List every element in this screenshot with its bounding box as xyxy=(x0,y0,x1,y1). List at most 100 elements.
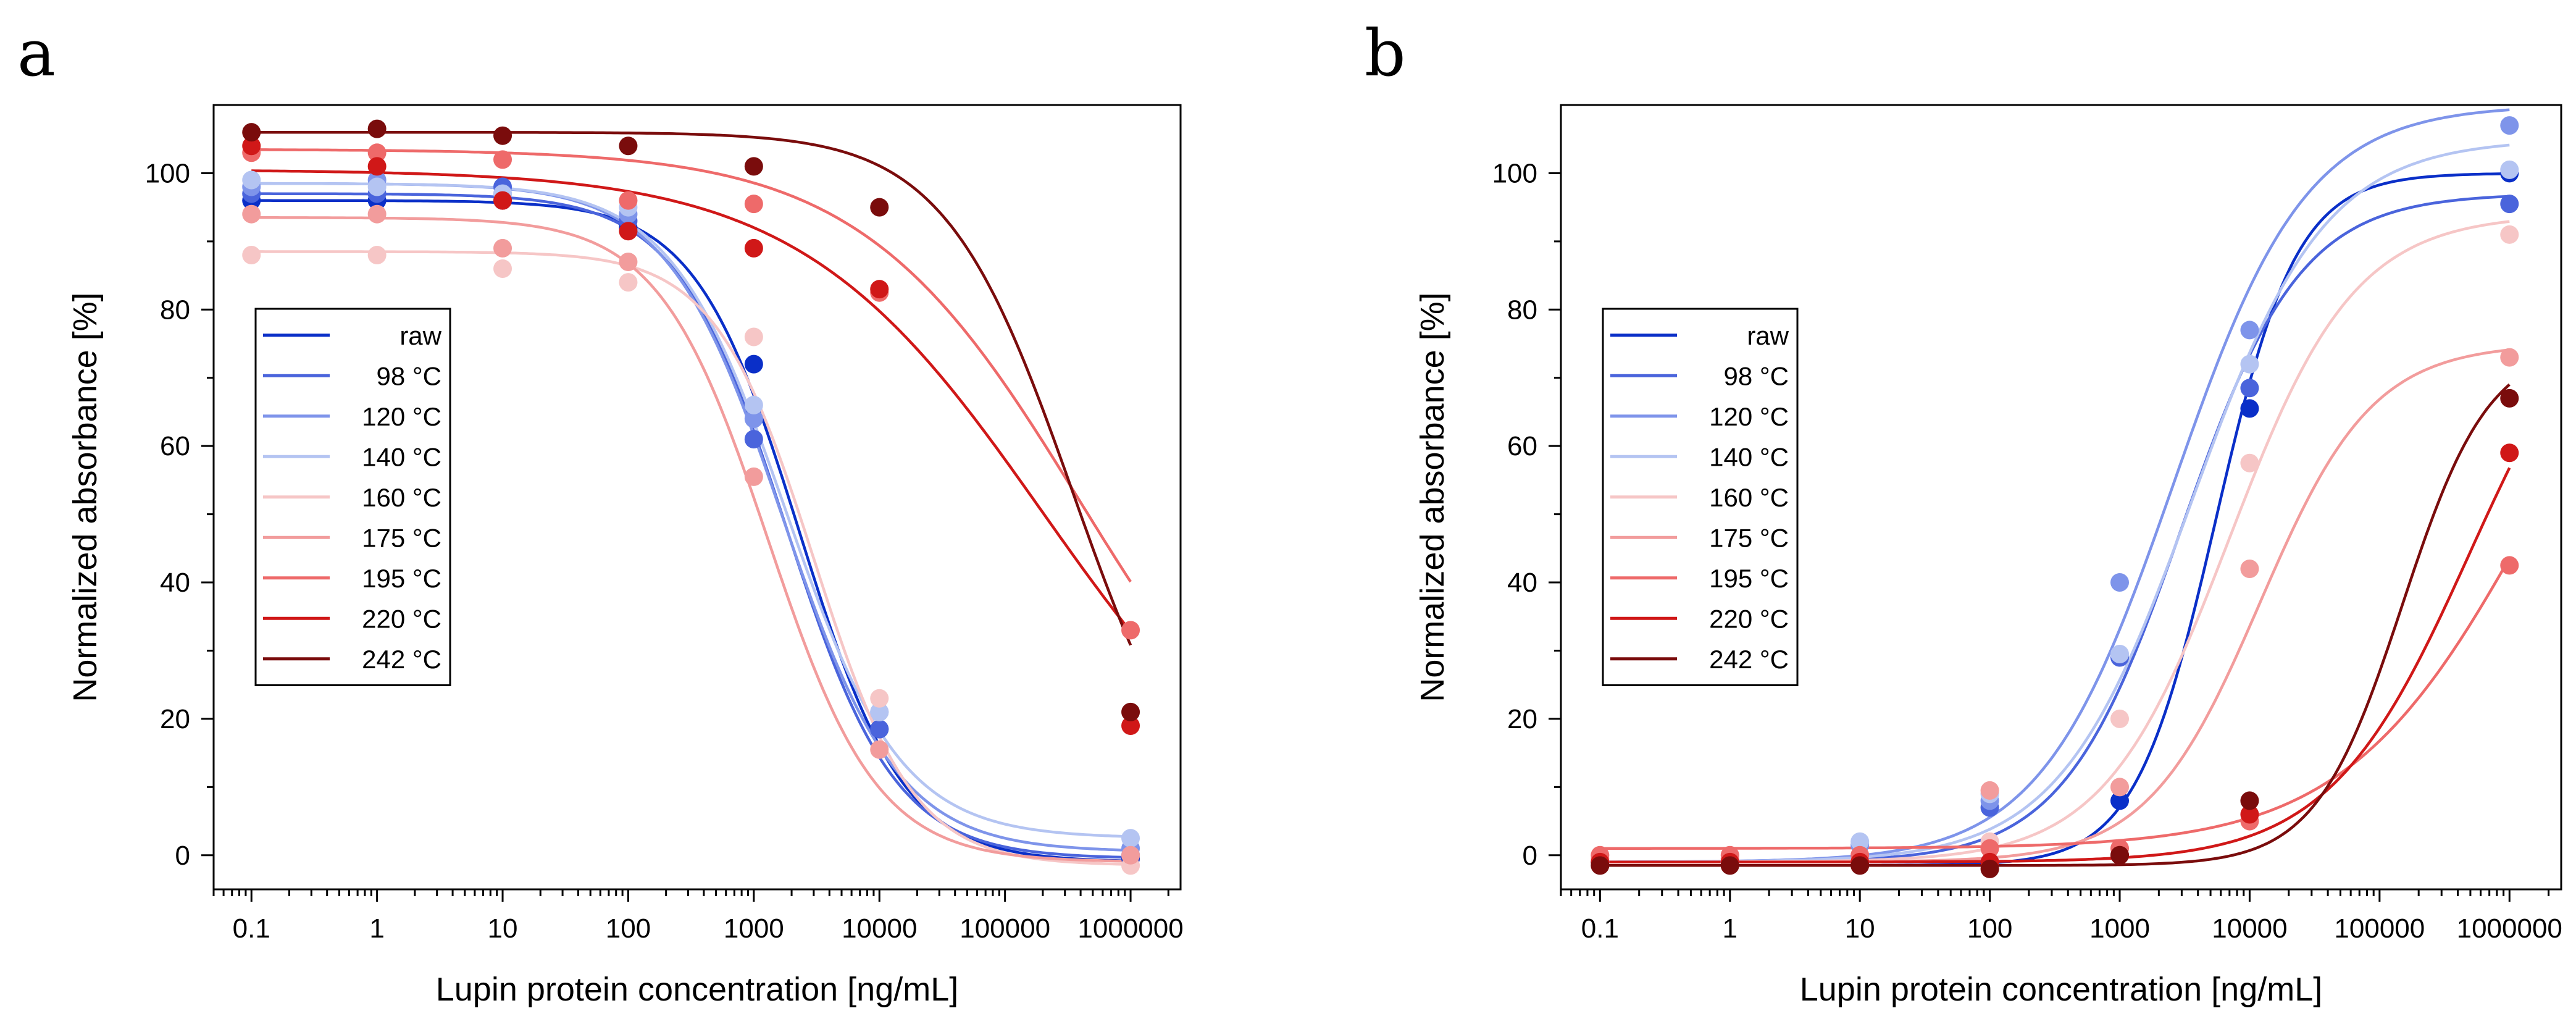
legend-label-160-c: 160 °C xyxy=(362,483,441,512)
data-point-242-c xyxy=(493,126,512,145)
legend: raw 98 °C 120 °C 140 °C 160 °C 175 °C 195 °C 22… xyxy=(254,308,451,686)
x-tick-label: 100 xyxy=(1967,913,2012,944)
x-tick-label: 1000 xyxy=(724,913,784,944)
data-point-120-c xyxy=(2500,116,2519,135)
data-point-242-c xyxy=(1850,856,1870,875)
data-point-242-c xyxy=(2240,791,2259,810)
legend-label-220-c: 220 °C xyxy=(1709,604,1789,633)
data-point-140-c xyxy=(2500,160,2519,179)
legend-label-98-c: 98 °C xyxy=(376,361,441,390)
x-tick-label: 100 xyxy=(606,913,651,944)
y-tick-label: 0 xyxy=(1523,841,1537,871)
legend-label-220-c: 220 °C xyxy=(362,604,441,633)
y-tick-label: 80 xyxy=(1507,295,1537,325)
panel-letter-b: b xyxy=(1365,15,1406,91)
data-point-175-c xyxy=(2500,348,2519,367)
legend-label-140-c: 140 °C xyxy=(362,442,441,471)
data-point-120-c xyxy=(2110,573,2130,592)
data-point-220-c xyxy=(870,280,889,299)
data-point-98-c xyxy=(2500,195,2519,214)
data-point-175-c xyxy=(619,253,638,271)
x-tick-label: 1 xyxy=(1723,913,1738,944)
x-axis: 0.1 1 10 100 1000 10000 100000 1000000 xyxy=(212,889,1184,944)
y-axis-title: Normalized absorbance [%] xyxy=(1414,292,1451,702)
plot-frame xyxy=(212,104,1182,891)
y-tick-label: 0 xyxy=(175,841,190,871)
plot-frame xyxy=(1560,104,2562,891)
legend-label-160-c: 160 °C xyxy=(1709,483,1789,512)
legend-label-98-c: 98 °C xyxy=(1723,361,1789,390)
y-tick-label: 20 xyxy=(1507,704,1537,734)
fit-curve-220-c xyxy=(251,169,1132,632)
data-point-175-c xyxy=(744,467,763,486)
data-point-242-c xyxy=(744,157,763,176)
data-point-175-c xyxy=(493,238,512,258)
y-axis: 0 20 40 60 80 100 xyxy=(1492,158,1561,871)
fit-curve-195-c xyxy=(1600,557,2511,850)
x-tick-label: 10000 xyxy=(2212,913,2287,944)
data-point-195-c xyxy=(619,191,638,210)
data-point-160-c xyxy=(870,689,889,708)
y-tick-label: 40 xyxy=(160,568,190,598)
data-point-160-c xyxy=(2500,225,2519,244)
chart-panel-b: b 0.1 1 10 100 1000 10000 100000 1000000 0 20 40 60 8… xyxy=(1365,15,2562,1008)
data-point-220-c xyxy=(2240,805,2259,824)
x-tick-label: 0.1 xyxy=(1581,913,1619,944)
data-point-140-c xyxy=(744,395,763,414)
x-axis: 0.1 1 10 100 1000 10000 100000 1000000 xyxy=(1560,889,2562,944)
legend: raw 98 °C 120 °C 140 °C 160 °C 175 °C 195 °C 22… xyxy=(1602,308,1799,686)
legend-label-195-c: 195 °C xyxy=(362,564,441,593)
data-point-242-c xyxy=(1121,702,1140,721)
y-tick-label: 60 xyxy=(1507,431,1537,461)
fit-curve-140-c xyxy=(251,182,1131,838)
data-point-195-c xyxy=(1121,621,1140,640)
data-point-175-c xyxy=(2240,559,2259,578)
fit-curve-242-c xyxy=(251,130,1132,646)
fit-curve-98-c xyxy=(251,192,1131,859)
x-tick-label: 1 xyxy=(369,913,384,944)
x-axis-title: Lupin protein concentration [ng/mL] xyxy=(436,971,959,1008)
data-point-195-c xyxy=(493,150,512,169)
data-point-242-c xyxy=(1591,856,1610,875)
data-points xyxy=(1591,116,2519,878)
data-point-242-c xyxy=(1980,859,1999,878)
data-point-195-c xyxy=(744,195,763,214)
legend-label-120-c: 120 °C xyxy=(1709,402,1789,431)
data-point-220-c xyxy=(744,238,763,258)
data-point-220-c xyxy=(2500,443,2519,463)
y-tick-label: 100 xyxy=(1492,158,1537,188)
y-tick-label: 40 xyxy=(1507,568,1537,598)
data-point-242-c xyxy=(870,198,889,217)
legend-label-195-c: 195 °C xyxy=(1709,564,1789,593)
y-tick-label: 100 xyxy=(145,158,190,188)
data-point-175-c xyxy=(242,204,261,224)
y-tick-label: 80 xyxy=(160,295,190,325)
legend-label-120-c: 120 °C xyxy=(362,402,441,431)
fit-curve-raw xyxy=(251,199,1131,863)
data-point-160-c xyxy=(744,327,763,346)
legend-label-175-c: 175 °C xyxy=(362,523,441,552)
data-point-raw xyxy=(744,355,763,374)
data-point-195-c xyxy=(2500,556,2519,575)
data-point-160-c xyxy=(493,259,512,279)
data-point-98-c xyxy=(870,720,889,739)
x-tick-label: 100000 xyxy=(2334,913,2425,944)
y-tick-label: 60 xyxy=(160,431,190,461)
data-point-220-c xyxy=(493,191,512,210)
data-point-160-c xyxy=(367,245,387,264)
chart-panel-a: a 0.1 1 10 100 1000 10000 100000 1000000 0 20 40 60 8… xyxy=(17,15,1184,1008)
data-point-raw xyxy=(2240,399,2259,418)
legend-label-175-c: 175 °C xyxy=(1709,523,1789,552)
x-tick-label: 10 xyxy=(488,913,518,944)
fit-curve-160-c xyxy=(251,250,1131,866)
y-axis: 0 20 40 60 80 100 xyxy=(145,158,214,871)
data-point-140-c xyxy=(2110,645,2130,663)
data-point-175-c xyxy=(2110,778,2130,797)
legend-label-242-c: 242 °C xyxy=(362,645,441,674)
fit-curve-220-c xyxy=(1600,467,2511,864)
data-point-242-c xyxy=(367,119,387,138)
x-tick-label: 1000000 xyxy=(1077,913,1183,944)
y-tick-label: 20 xyxy=(160,704,190,734)
x-tick-label: 1000 xyxy=(2089,913,2150,944)
